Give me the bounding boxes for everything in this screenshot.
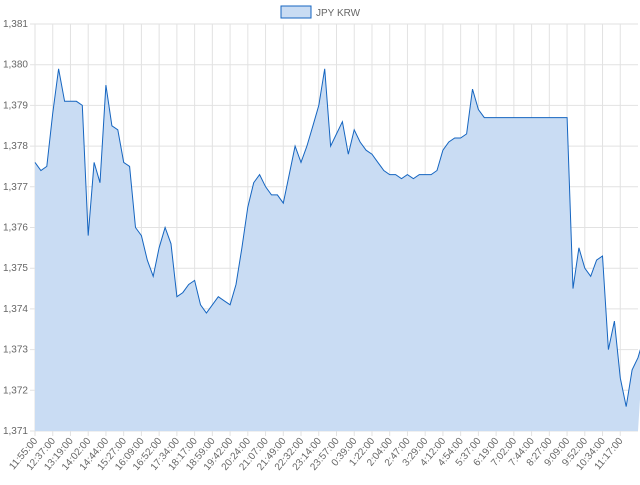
legend-label: JPY KRW xyxy=(316,8,361,19)
y-tick-label: 1,371 xyxy=(3,426,28,437)
area xyxy=(35,68,640,431)
y-tick-label: 1,373 xyxy=(3,345,28,356)
y-tick-label: 1,379 xyxy=(3,100,28,111)
y-tick-label: 1,378 xyxy=(3,141,28,152)
y-tick-label: 1,381 xyxy=(3,19,28,30)
y-tick-label: 1,372 xyxy=(3,385,28,396)
line xyxy=(34,68,640,407)
y-tick-label: 1,376 xyxy=(3,223,28,234)
legend-swatch xyxy=(280,5,312,19)
y-tick-label: 1,374 xyxy=(3,304,28,315)
y-tick-label: 1,375 xyxy=(3,263,28,274)
y-tick-label: 1,380 xyxy=(3,60,28,71)
y-tick-label: 1,377 xyxy=(3,182,28,193)
